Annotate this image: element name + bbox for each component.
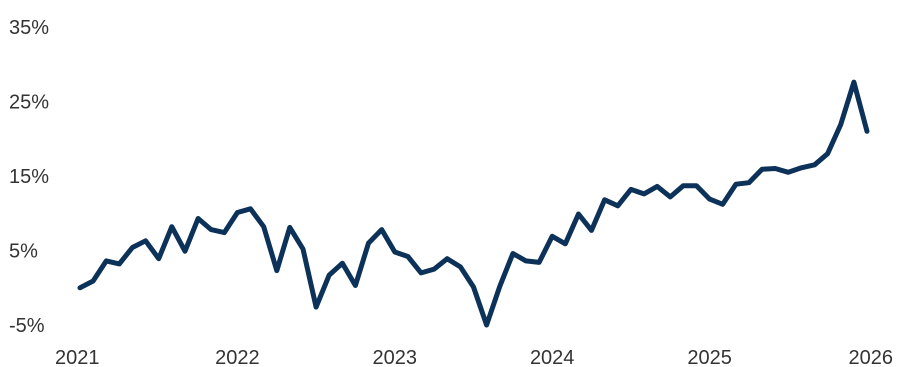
x-axis: 2021 2022 2023 2024 2025 2026 [55,347,893,367]
series-line [77,79,870,328]
y-tick-label: 5% [9,241,38,263]
y-tick-label: -5% [9,315,45,337]
x-tick-label: 2021 [55,347,100,367]
x-tick-label: 2024 [530,347,575,367]
x-tick-label: 2025 [687,347,732,367]
y-axis: -5% 5% 15% 25% 35% [9,17,49,337]
plot-area [77,79,870,328]
y-tick-label: 15% [9,166,49,188]
x-tick-label: 2023 [373,347,418,367]
x-tick-label: 2022 [215,347,260,367]
x-tick-label: 2026 [849,347,894,367]
y-tick-label: 35% [9,17,49,39]
y-tick-label: 25% [9,92,49,114]
